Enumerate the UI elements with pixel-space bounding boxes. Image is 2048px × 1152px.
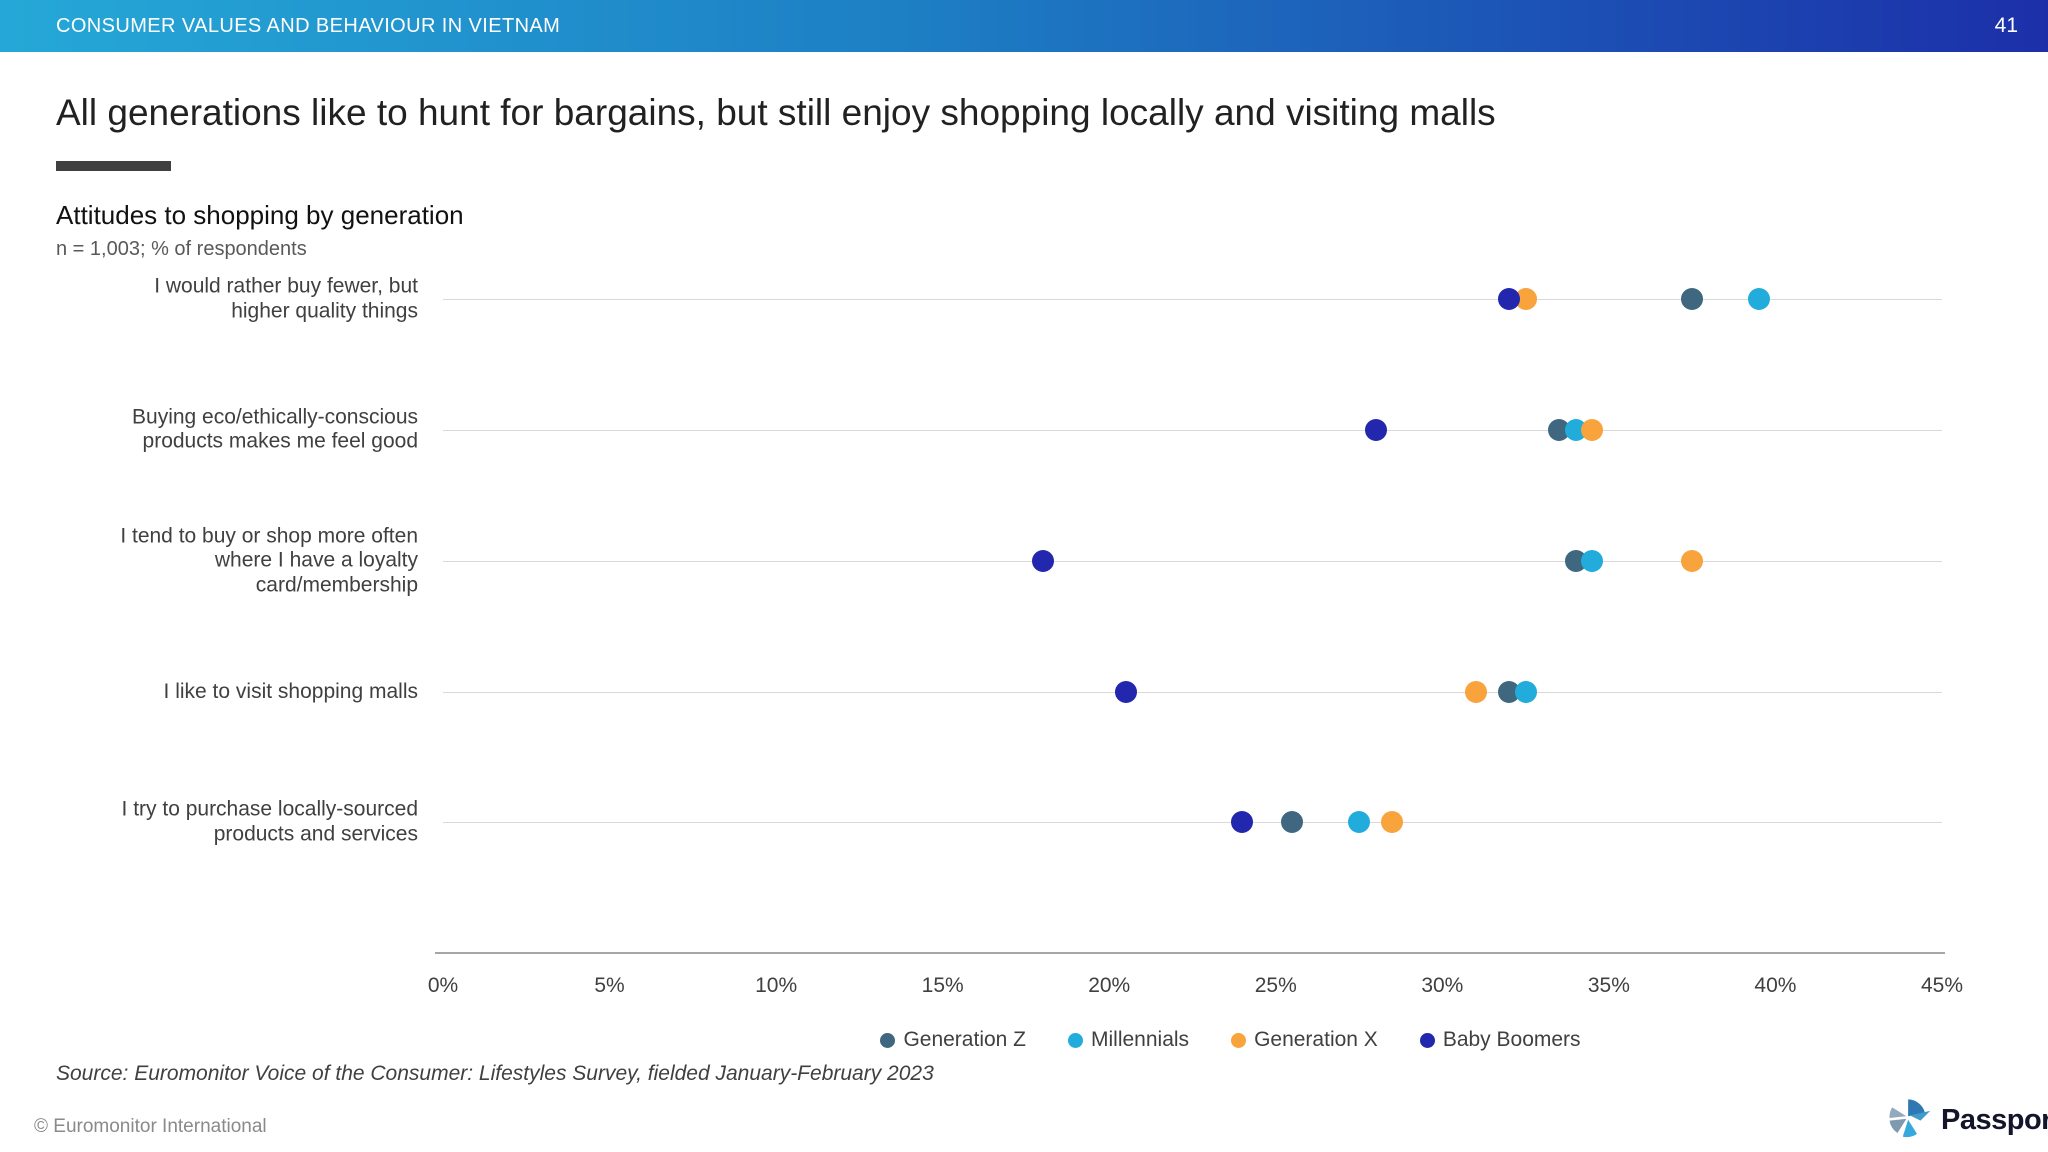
x-tick-label: 10%	[755, 974, 798, 997]
x-tick-label: 30%	[1421, 974, 1464, 997]
data-point-baby-boomers	[1231, 811, 1254, 834]
chart-subtitle: n = 1,003; % of respondents	[56, 238, 307, 260]
category-label: I tend to buy or shop more often where I …	[120, 524, 418, 596]
data-point-millennials	[1581, 549, 1604, 572]
category-gridline	[443, 299, 1942, 301]
page-number: 41	[1994, 14, 2018, 37]
data-point-baby-boomers	[1364, 419, 1387, 442]
legend-item: Millennials	[1068, 1028, 1189, 1052]
x-axis-line	[435, 952, 1945, 954]
data-point-millennials	[1747, 288, 1770, 311]
category-label: I try to purchase locally-sourced product…	[121, 797, 418, 846]
data-point-generation-x	[1464, 680, 1487, 703]
data-point-generation-z	[1497, 680, 1520, 703]
x-tick-label: 25%	[1254, 974, 1297, 997]
x-tick-label: 35%	[1587, 974, 1630, 997]
data-point-generation-x	[1581, 419, 1604, 442]
data-point-generation-z	[1281, 811, 1304, 834]
category-gridline	[443, 430, 1942, 432]
passport-logo: Passport	[1886, 1096, 2048, 1145]
category-label: I would rather buy fewer, but higher qual…	[154, 275, 418, 323]
data-point-baby-boomers	[1114, 680, 1137, 703]
legend-item: Generation X	[1231, 1028, 1378, 1052]
header-bar: CONSUMER VALUES AND BEHAVIOUR IN VIETNAM…	[0, 0, 2048, 52]
slide-title: All generations like to hunt for bargain…	[56, 92, 1496, 133]
data-point-generation-x	[1381, 811, 1404, 834]
category-gridline	[443, 691, 1942, 693]
copyright-note: © Euromonitor International	[34, 1116, 267, 1137]
data-point-generation-x	[1514, 288, 1537, 311]
legend-label: Millennials	[1091, 1028, 1190, 1051]
legend-label: Generation Z	[903, 1028, 1027, 1051]
category-gridline	[443, 560, 1942, 562]
category-gridline	[443, 822, 1942, 824]
data-point-baby-boomers	[1497, 288, 1520, 311]
dot-plot-area	[443, 234, 1942, 953]
legend-label: Generation X	[1254, 1028, 1378, 1051]
legend-label: Baby Boomers	[1442, 1028, 1581, 1051]
data-point-millennials	[1514, 680, 1537, 703]
data-point-generation-x	[1681, 549, 1704, 572]
data-point-baby-boomers	[1031, 549, 1054, 572]
data-point-generation-z	[1564, 549, 1587, 572]
passport-wordmark: Passport	[1941, 1104, 2048, 1136]
chart-title: Attitudes to shopping by generation	[56, 200, 464, 230]
header-title: CONSUMER VALUES AND BEHAVIOUR IN VIETNAM	[56, 14, 561, 37]
data-point-millennials	[1564, 419, 1587, 442]
data-point-millennials	[1348, 811, 1371, 834]
legend-dot-generation-x	[1231, 1032, 1247, 1048]
legend-dot-millennials	[1068, 1032, 1084, 1048]
source-note: Source: Euromonitor Voice of the Consume…	[56, 1062, 934, 1085]
data-point-generation-z	[1681, 288, 1704, 311]
x-tick-label: 15%	[921, 974, 964, 997]
data-point-generation-z	[1547, 419, 1570, 442]
legend-dot-baby-boomers	[1419, 1032, 1435, 1048]
title-underline	[56, 161, 171, 171]
category-label: Buying eco/ethically-conscious products m…	[132, 405, 418, 454]
legend-item: Generation Z	[880, 1028, 1026, 1052]
passport-logo-icon	[1886, 1096, 1932, 1145]
x-tick-label: 0%	[427, 974, 459, 997]
x-tick-label: 5%	[594, 974, 625, 997]
legend-item: Baby Boomers	[1419, 1028, 1581, 1052]
x-tick-label: 45%	[1920, 974, 1964, 997]
x-tick-label: 40%	[1754, 974, 1797, 997]
legend-dot-generation-z	[880, 1032, 896, 1048]
chart-legend: Generation Z Millennials Generation X Baby …	[443, 1028, 2018, 1052]
category-label: I like to visit shopping malls	[163, 679, 418, 703]
x-tick-label: 20%	[1088, 974, 1131, 997]
